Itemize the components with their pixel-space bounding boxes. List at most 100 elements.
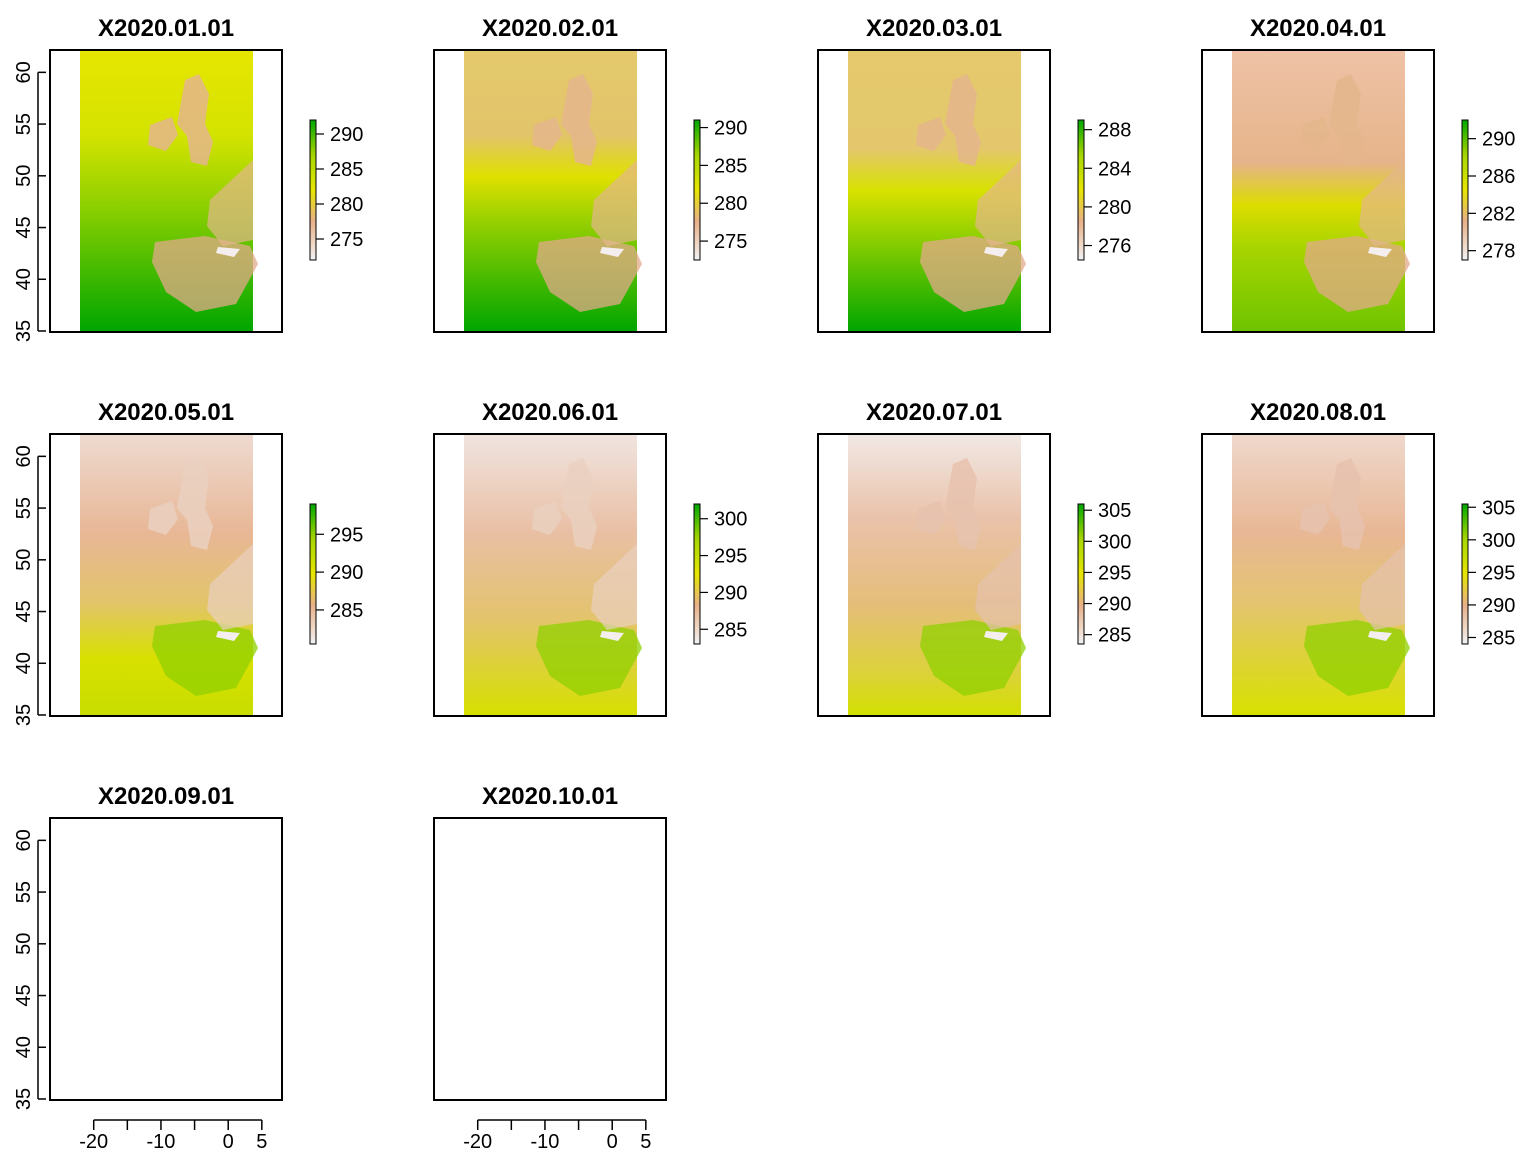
legend-tick-label: 295 [1482, 562, 1515, 584]
plot-frame [1201, 49, 1435, 333]
y-tick-label: 35 [13, 1088, 35, 1110]
panel-3: X2020.03.01 276 280 284 288 [817, 15, 1131, 333]
legend-tick-label: 290 [1482, 595, 1515, 617]
panel-title: X2020.07.01 [866, 399, 1002, 426]
land-britain [561, 74, 597, 166]
legend-bar [309, 119, 317, 261]
panel-10: X2020.10.01 -20 -10 0 5 [433, 783, 667, 1152]
legend-tick-label: 290 [330, 562, 363, 584]
x-axis: -20 -10 0 5 [463, 1119, 651, 1152]
y-tick-label: 40 [13, 652, 35, 674]
y-tick-label: 55 [13, 881, 35, 903]
x-tick-label: -20 [463, 1131, 492, 1152]
legend-tick-label: 280 [330, 194, 363, 216]
panel-8: X2020.08.01 285 290 295 300 305 [1201, 399, 1515, 717]
panel-title: X2020.08.01 [1250, 399, 1386, 426]
legend-bar [693, 119, 701, 261]
y-axis: 35 40 45 50 55 60 [13, 829, 46, 1110]
legend-tick-label: 285 [1098, 625, 1131, 647]
legend-bar [1461, 119, 1469, 261]
panel-5: X2020.05.01 35 40 45 50 55 60 285 290 295 [13, 399, 363, 726]
land-pyrenees [216, 631, 240, 641]
legend-tick-label: 300 [714, 509, 747, 531]
land-france [591, 160, 637, 246]
land-france [207, 544, 253, 630]
legend-tick-label: 290 [1482, 129, 1515, 151]
land-pyrenees [216, 247, 240, 257]
y-tick-label: 40 [13, 268, 35, 290]
legend-tick-label: 290 [714, 118, 747, 140]
y-tick-label: 35 [13, 320, 35, 342]
color-legend: 278 282 286 290 [1461, 119, 1515, 263]
legend-tick-label: 290 [714, 582, 747, 604]
legend-tick-label: 284 [1098, 158, 1131, 180]
x-tick-label: -10 [147, 1131, 176, 1152]
land-pyrenees [1368, 631, 1392, 641]
plot-frame [49, 433, 283, 717]
land-pyrenees [600, 631, 624, 641]
land-pyrenees [1368, 247, 1392, 257]
legend-tick-label: 295 [1098, 562, 1131, 584]
plot-frame [433, 817, 667, 1101]
land-ireland [916, 117, 946, 151]
land-pyrenees [984, 631, 1008, 641]
legend-bar [1077, 119, 1085, 261]
land-ireland [532, 117, 562, 151]
panel-1: X2020.01.01 35 40 45 50 55 60 275 280 285 290 [13, 15, 363, 342]
color-legend: 285 290 295 300 305 [1461, 497, 1515, 649]
panel-9: X2020.09.01 35 40 45 50 55 60 -20 -10 0 5 [13, 783, 283, 1152]
y-axis: 35 40 45 50 55 60 [13, 445, 46, 726]
panel-title: X2020.09.01 [98, 783, 234, 810]
legend-tick-label: 290 [1098, 594, 1131, 616]
y-tick-label: 35 [13, 704, 35, 726]
legend-tick-label: 288 [1098, 120, 1131, 142]
land-ireland [148, 501, 178, 535]
color-legend: 285 290 295 [309, 503, 363, 645]
land-britain [177, 458, 213, 550]
panel-title: X2020.06.01 [482, 399, 618, 426]
color-legend: 275 280 285 290 [693, 118, 747, 261]
legend-bar [309, 503, 317, 645]
land-ireland [1300, 117, 1330, 151]
legend-bar [693, 503, 701, 645]
legend-tick-label: 295 [330, 524, 363, 546]
x-tick-label: -10 [531, 1131, 560, 1152]
land-pyrenees [984, 247, 1008, 257]
legend-tick-label: 275 [714, 231, 747, 253]
legend-tick-label: 300 [1098, 531, 1131, 553]
y-tick-label: 45 [13, 600, 35, 622]
panel-2: X2020.02.01 275 280 285 290 [433, 15, 747, 333]
plot-frame [49, 817, 283, 1101]
panel-title: X2020.04.01 [1250, 15, 1386, 42]
y-tick-label: 40 [13, 1036, 35, 1058]
land-france [1359, 544, 1405, 630]
panel-title: X2020.01.01 [98, 15, 234, 42]
land-france [207, 160, 253, 246]
land-britain [1329, 74, 1365, 166]
panel-7: X2020.07.01 285 290 295 300 305 [817, 399, 1131, 717]
land-ireland [148, 117, 178, 151]
panel-4: X2020.04.01 278 282 286 290 [1201, 15, 1515, 333]
plot-frame [817, 433, 1051, 717]
legend-tick-label: 295 [714, 546, 747, 568]
legend-bar [1077, 503, 1085, 645]
y-axis: 35 40 45 50 55 60 [13, 61, 46, 342]
land-ireland [916, 501, 946, 535]
y-tick-label: 55 [13, 497, 35, 519]
land-britain [945, 458, 981, 550]
land-ireland [532, 501, 562, 535]
legend-tick-label: 285 [714, 619, 747, 641]
x-axis: -20 -10 0 5 [79, 1119, 267, 1152]
land-france [975, 544, 1021, 630]
x-tick-label: -20 [79, 1131, 108, 1152]
y-tick-label: 60 [13, 829, 35, 851]
legend-tick-label: 278 [1482, 241, 1515, 263]
y-tick-label: 45 [13, 216, 35, 238]
legend-tick-label: 285 [330, 600, 363, 622]
x-tick-label: 5 [256, 1131, 267, 1152]
legend-bar [1461, 503, 1469, 645]
legend-tick-label: 280 [1098, 197, 1131, 219]
y-tick-label: 50 [13, 165, 35, 187]
land-pyrenees [600, 247, 624, 257]
panel-title: X2020.10.01 [482, 783, 618, 810]
